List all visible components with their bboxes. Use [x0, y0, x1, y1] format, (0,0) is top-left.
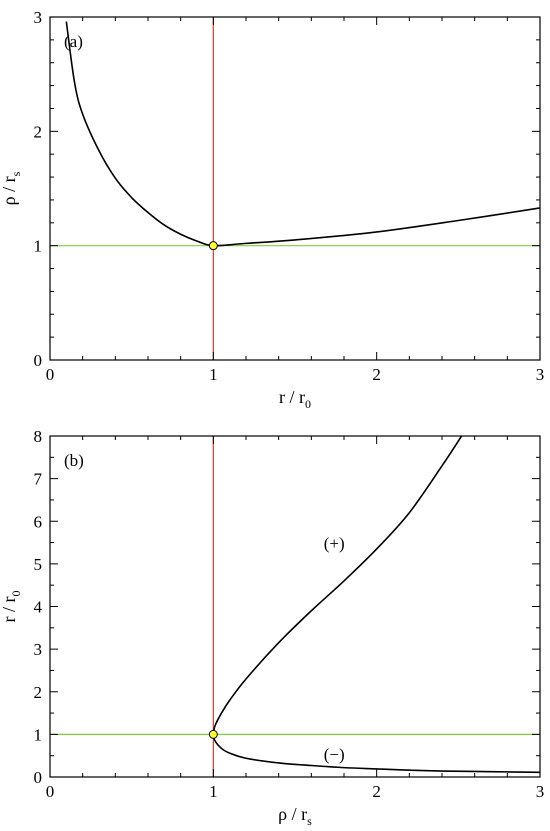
panel-b-y-tick-label: 2	[34, 683, 43, 702]
panel-b-y-tick-label: 5	[34, 555, 43, 574]
panel-b-y-axis-label-sub: 0	[9, 591, 23, 597]
panel-b-y-axis-label-main: r / r	[0, 597, 19, 623]
panel-b-x-axis-label-main: ρ / r	[278, 804, 307, 824]
panel-b-critical-point	[208, 729, 218, 739]
panel-a-frame	[49, 16, 541, 361]
panel-a-y-axis-label-sub: s	[9, 171, 23, 176]
panel-b-x-tick-label: 2	[372, 782, 381, 801]
panel-b-minus-branch-curve	[212, 734, 540, 774]
panel-a-tag: (a)	[64, 32, 83, 51]
panel-b-frame	[49, 435, 541, 778]
panel-b-y-tick-label: 8	[34, 427, 43, 446]
panel-a-curve	[65, 21, 540, 247]
panel-a-critical-point	[208, 241, 218, 251]
panel-a-y-tick-label: 3	[34, 8, 43, 27]
panel-b-y-tick-label: 7	[34, 470, 43, 489]
panel-b-plus-branch-label: (+)	[324, 534, 345, 553]
panel-b-x-tick-label: 3	[536, 782, 545, 801]
panel-a-x-axis-label: r / r0	[279, 387, 311, 411]
panel-b-x-axis-label: ρ / rs	[278, 804, 312, 828]
panel-a-y-tick-label: 0	[34, 351, 43, 370]
panel-a-y-axis-label: ρ / rs	[0, 171, 23, 205]
panel-a-y-tick-label: 2	[34, 122, 43, 141]
panel-a-x-axis-label-main: r / r	[279, 387, 305, 407]
panel-b-tag: (b)	[64, 451, 84, 470]
panel-b-y-tick-label: 3	[34, 640, 43, 659]
panel-b-y-tick-label: 1	[34, 725, 43, 744]
panel-a-x-tick-label: 1	[209, 365, 218, 384]
panel-b-y-tick-label: 6	[34, 512, 43, 531]
panel-a-x-tick-label: 0	[46, 365, 55, 384]
panel-b-x-axis-label-sub: s	[307, 814, 312, 828]
panel-b-y-tick-label: 0	[34, 768, 43, 787]
panel-b-x-tick-label: 0	[46, 782, 55, 801]
panel-a-y-tick-label: 1	[34, 237, 43, 256]
panel-a-y-axis-label-main: ρ / r	[0, 176, 19, 205]
panel-b-minus-branch-label: (−)	[324, 745, 345, 764]
panel-a-x-tick-label: 2	[372, 365, 381, 384]
panel-a-x-axis-label-sub: 0	[305, 397, 311, 411]
panel-a-x-tick-label: 3	[536, 365, 545, 384]
panel-b-y-tick-label: 4	[34, 598, 43, 617]
panel-b-x-tick-label: 1	[209, 782, 218, 801]
panel-b-y-axis-label: r / r0	[0, 591, 23, 623]
panel-b-plus-branch-curve	[212, 436, 463, 735]
